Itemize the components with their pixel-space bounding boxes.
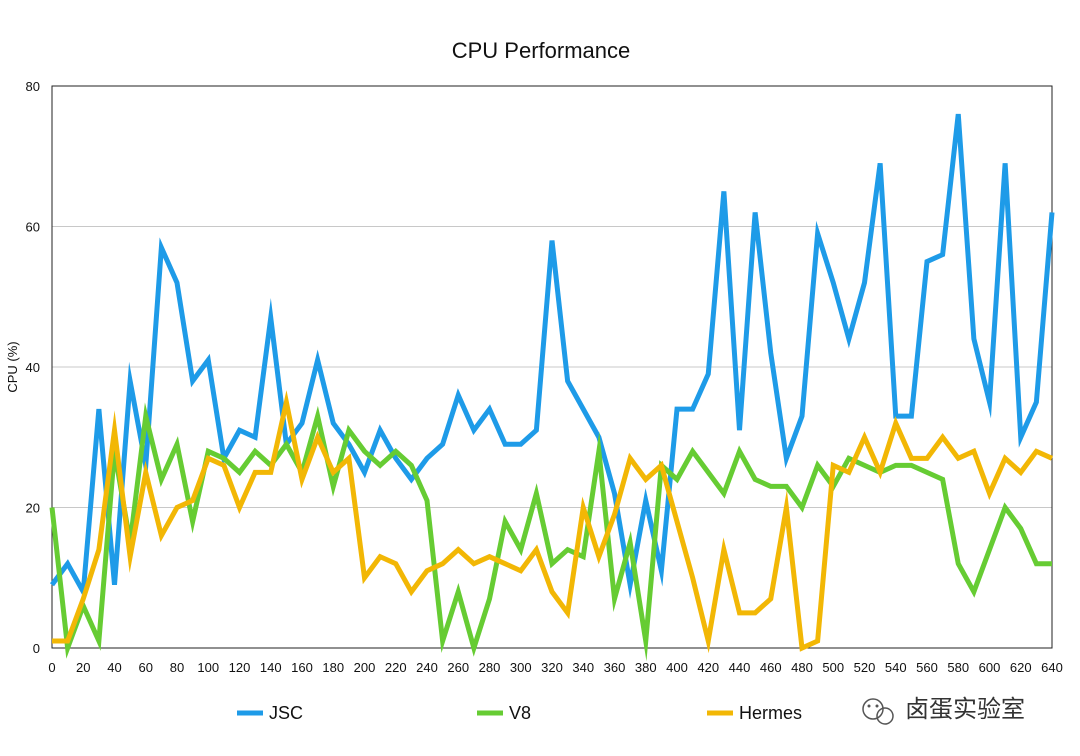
x-tick-label: 80: [170, 660, 184, 675]
x-tick-label: 520: [854, 660, 876, 675]
series-line-hermes: [52, 390, 1054, 654]
x-tick-label: 280: [479, 660, 501, 675]
x-tick-label: 400: [666, 660, 688, 675]
x-tick-label: 40: [107, 660, 121, 675]
x-tick-label: 640: [1041, 660, 1063, 675]
x-tick-label: 0: [48, 660, 55, 675]
x-tick-label: 300: [510, 660, 532, 675]
watermark: 卤蛋实验室: [862, 696, 1025, 725]
x-tick-label: 540: [885, 660, 907, 675]
x-tick-label: 480: [791, 660, 813, 675]
y-tick-label: 0: [33, 641, 40, 656]
x-tick-label: 420: [697, 660, 719, 675]
x-tick-label: 320: [541, 660, 563, 675]
x-tick-label: 240: [416, 660, 438, 675]
x-tick-label: 360: [604, 660, 626, 675]
y-ticks: 0 20 40 60 80: [26, 79, 40, 656]
x-tick-label: 440: [729, 660, 751, 675]
series-line-v8: [49, 402, 1052, 662]
x-tick-label: 380: [635, 660, 657, 675]
y-tick-label: 60: [26, 220, 40, 235]
x-tick-label: 100: [197, 660, 219, 675]
chart-title: CPU Performance: [452, 38, 631, 63]
y-tick-label: 40: [26, 360, 40, 375]
x-tick-label: 60: [139, 660, 153, 675]
x-tick-label: 600: [979, 660, 1001, 675]
y-axis-label: CPU (%): [5, 341, 20, 392]
x-tick-label: 160: [291, 660, 313, 675]
x-tick-label: 20: [76, 660, 90, 675]
y-tick-label: 80: [26, 79, 40, 94]
x-tick-label: 560: [916, 660, 938, 675]
legend-label-jsc: JSC: [269, 703, 303, 723]
x-tick-label: 180: [322, 660, 344, 675]
series-line-jsc: [49, 113, 1055, 601]
legend-label-v8: V8: [509, 703, 531, 723]
x-tick-label: 460: [760, 660, 782, 675]
legend-label-hermes: Hermes: [739, 703, 802, 723]
x-tick-label: 580: [947, 660, 969, 675]
watermark-text: 卤蛋实验室: [905, 696, 1025, 723]
x-tick-label: 260: [447, 660, 469, 675]
series-lines: [49, 113, 1055, 662]
x-tick-label: 140: [260, 660, 282, 675]
y-tick-label: 20: [26, 501, 40, 516]
legend: JSC V8 Hermes: [237, 703, 802, 723]
x-tick-label: 120: [229, 660, 251, 675]
x-tick-label: 620: [1010, 660, 1032, 675]
plot-frame: [51, 85, 1053, 649]
wechat-icon: [862, 698, 894, 725]
x-tick-label: 500: [822, 660, 844, 675]
x-tick-label: 340: [572, 660, 594, 675]
x-tick-label: 220: [385, 660, 407, 675]
x-tick-label: 200: [354, 660, 376, 675]
x-ticks: 0 20 40 60 80 100 120 140 160 180 200 220 240 260 280 3…: [48, 660, 1062, 675]
